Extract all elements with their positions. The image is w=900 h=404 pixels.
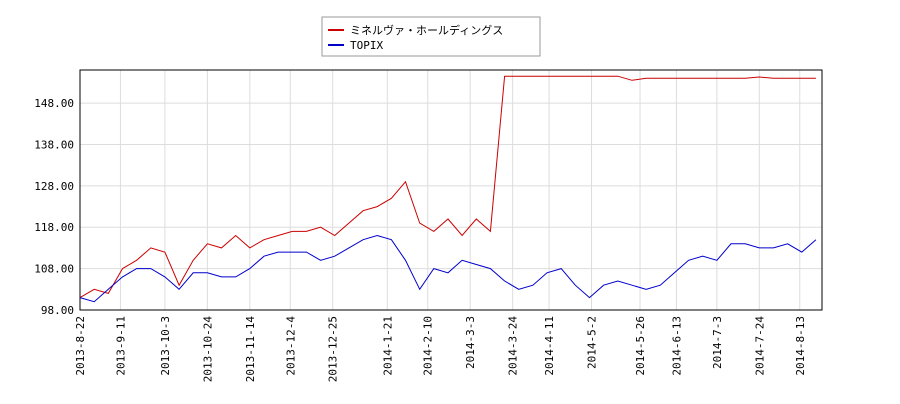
x-tick-label: 2014-6-13 [670, 316, 683, 376]
legend-box [321, 16, 541, 57]
x-tick-label: 2014-3-3 [464, 316, 477, 369]
x-tick-label: 2014-2-10 [422, 316, 435, 376]
y-tick-label: 118.00 [34, 221, 74, 234]
x-tick-label: 2013-11-14 [244, 316, 257, 383]
y-tick-label: 108.00 [34, 263, 74, 276]
x-tick-label: 2013-9-11 [114, 316, 127, 376]
x-tick-label: 2014-5-2 [586, 316, 599, 369]
x-tick-label: 2013-8-22 [74, 316, 87, 376]
series-line [79, 234, 817, 303]
x-tick-label: 2014-7-3 [711, 316, 724, 369]
legend-label: ミネルヴァ・ホールディングス [350, 23, 503, 37]
x-tick-label: 2013-10-3 [159, 316, 172, 376]
x-tick-label: 2014-4-11 [543, 316, 556, 376]
y-tick-label: 128.00 [34, 180, 74, 193]
x-tick-label: 2014-1-21 [381, 316, 394, 376]
x-tick-label: 2014-5-26 [634, 316, 647, 376]
x-tick-label: 2013-12-4 [284, 316, 297, 376]
x-tick-label: 2014-3-24 [507, 316, 520, 376]
plot-area [80, 70, 822, 310]
x-tick-label: 2014-7-24 [753, 316, 766, 376]
y-tick-label: 98.00 [41, 304, 74, 317]
y-tick-label: 138.00 [34, 138, 74, 151]
legend-label: TOPIX [350, 39, 383, 52]
plot-border [79, 69, 823, 311]
y-tick-label: 148.00 [34, 97, 74, 110]
x-tick-label: 2013-10-24 [201, 316, 214, 383]
x-tick-label: 2014-8-13 [794, 316, 807, 376]
x-tick-label: 2013-12-25 [327, 316, 340, 382]
series-line [79, 75, 816, 299]
